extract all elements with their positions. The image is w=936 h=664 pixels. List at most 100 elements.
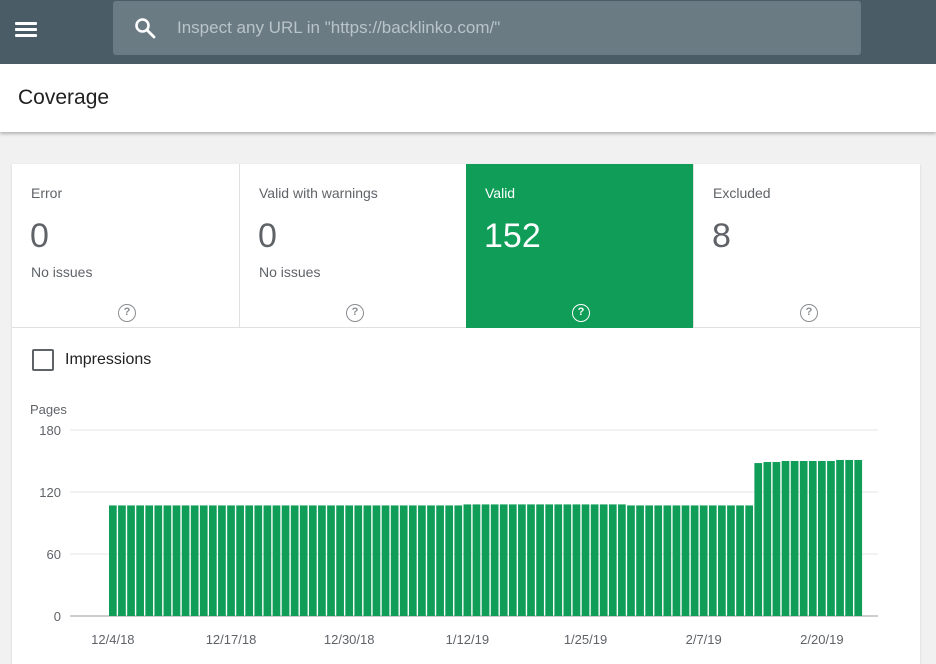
bar [636,505,644,616]
x-tick-label: 12/4/18 [91,632,134,647]
bar [281,505,290,616]
bar [508,504,517,616]
bar [563,504,572,616]
bar [327,505,335,616]
bar [227,505,235,616]
impressions-checkbox[interactable] [32,349,54,371]
coverage-chart: Pages 0 60 120 180 12/4/18 12/17/18 12/30/18 1/1… [30,402,878,647]
bar [418,505,426,616]
bar [736,505,744,616]
bar [481,504,490,616]
bar [618,504,626,616]
bar [663,505,672,616]
tile-label: Excluded [713,185,771,201]
bar [454,505,463,616]
tile-label: Valid with warnings [259,185,378,201]
url-inspection-search-bar[interactable] [113,1,861,55]
bar [399,505,408,616]
bar [727,505,735,616]
bar [527,504,535,616]
bar [690,505,699,616]
bar [818,461,826,616]
top-app-bar [0,0,936,64]
bar [154,505,163,616]
bar [245,505,254,616]
bar [372,505,381,616]
hamburger-menu-icon[interactable] [14,18,38,42]
bar [199,505,208,616]
bar [118,505,126,616]
bar [627,505,635,616]
bar [699,505,708,616]
help-icon[interactable]: ? [800,304,818,322]
tile-count: 0 [258,217,277,255]
help-icon[interactable]: ? [346,304,364,322]
impressions-label: Impressions [65,351,152,368]
bar [236,505,244,616]
bar [363,505,372,616]
bar [345,505,354,616]
coverage-card: Error 0 No issues ? Valid with warnings … [12,164,920,664]
bar [472,504,481,616]
bar [608,504,617,616]
bar [181,505,190,616]
bar [290,505,299,616]
bar [645,505,654,616]
bar [381,505,390,616]
bar [845,459,853,616]
page-header: Coverage [0,64,936,132]
bar [708,505,717,616]
bar [590,504,599,616]
page-title: Coverage [18,86,110,109]
tile-label: Error [31,185,63,201]
bar [163,505,172,616]
bar [318,505,326,616]
bar [436,505,444,616]
tile-status-text: No issues [259,264,321,280]
bar [263,505,272,616]
bar [763,462,772,616]
y-axis-label: Pages [30,402,67,417]
bar [145,505,154,616]
bar [718,505,726,616]
bar [208,505,217,616]
tile-count: 8 [712,217,731,255]
help-icon[interactable]: ? [118,304,136,322]
bar [490,504,499,616]
bar [554,504,563,616]
bar [808,461,817,616]
bar [354,505,363,616]
tile-valid[interactable]: Valid 152 ? [466,164,693,328]
tile-count: 0 [30,217,49,255]
bar [599,504,608,616]
x-tick-label: 2/7/19 [686,632,722,647]
x-tick-label: 12/30/18 [324,632,375,647]
bar [581,504,590,616]
bar [745,505,753,616]
bar [827,461,835,616]
bar [545,504,554,616]
tile-valid-with-warnings[interactable]: Valid with warnings 0 No issues ? [239,164,466,328]
bar [536,504,544,616]
help-icon[interactable]: ? [572,304,590,322]
bar [336,505,344,616]
tile-excluded[interactable]: Excluded 8 ? [693,164,920,328]
bar [518,504,526,616]
bar [463,504,472,616]
x-tick-label: 1/12/19 [446,632,489,647]
bar [445,505,454,616]
bar [672,505,681,616]
search-icon[interactable] [133,16,157,40]
bar [272,505,281,616]
x-tick-label: 2/20/19 [800,632,843,647]
bar [390,505,399,616]
x-tick-label: 12/17/18 [206,632,257,647]
bar [190,505,199,616]
bar [754,463,763,616]
tile-status-text: No issues [31,264,93,280]
url-inspection-input[interactable] [177,1,837,55]
tile-label: Valid [485,185,516,201]
status-tiles: Error 0 No issues ? Valid with warnings … [12,164,920,328]
tile-error[interactable]: Error 0 No issues ? [12,164,239,328]
bar [254,505,263,616]
